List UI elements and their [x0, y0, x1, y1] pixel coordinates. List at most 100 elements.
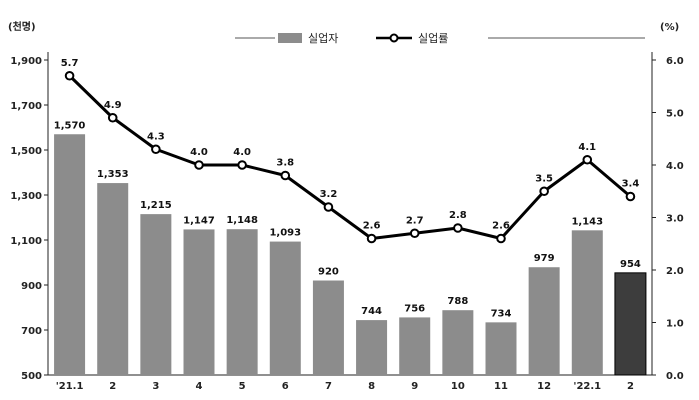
bar-value-label: 1,215 [140, 200, 172, 211]
rate-value-label: 2.6 [363, 221, 381, 232]
x-tick-label: 11 [494, 381, 508, 392]
rate-point [237, 160, 247, 170]
bar [399, 317, 431, 375]
right-tick-label: 0.0 [666, 371, 684, 382]
bar-value-label: 756 [404, 303, 425, 314]
right-tick-label: 5.0 [666, 109, 684, 120]
legend: 실업자 실업률 [235, 32, 645, 45]
x-tick-label: 2 [627, 381, 634, 392]
bar-value-labels: 1,570 1,353 1,215 1,147 1,148 1,093 920 744 756 7… [54, 120, 641, 319]
left-y-axis: 500 700 900 1,100 1,300 1,500 1,700 1,900 [10, 52, 49, 382]
rate-line [64, 70, 636, 244]
bar [140, 214, 172, 375]
rate-point [366, 233, 377, 244]
rate-value-label: 2.8 [449, 210, 467, 221]
bars [54, 134, 647, 376]
bar [528, 267, 560, 375]
left-tick-label: 700 [21, 326, 42, 337]
bar [183, 229, 215, 375]
x-tick-label: 3 [152, 381, 159, 392]
bar-value-label: 920 [318, 267, 339, 278]
rate-point [539, 186, 549, 197]
bar [269, 241, 301, 375]
rate-point [409, 228, 420, 239]
left-tick-label: 500 [21, 371, 42, 382]
bar [312, 280, 344, 375]
rate-point [625, 191, 636, 202]
legend-bar-swatch [278, 33, 302, 43]
rate-point [496, 233, 506, 244]
x-tick-label: '21.1 [56, 381, 84, 392]
rate-point [151, 144, 161, 155]
rate-value-label: 4.1 [578, 142, 596, 153]
x-tick-label: 10 [451, 381, 465, 392]
bar-value-label: 979 [534, 253, 555, 264]
x-axis: '21.1 2 3 4 5 6 7 8 9 10 11 12 '22.1 2 [48, 374, 652, 392]
x-tick-label: 2 [109, 381, 116, 392]
right-tick-label: 2.0 [666, 266, 684, 277]
left-tick-label: 1,100 [10, 236, 42, 247]
rate-point [323, 202, 334, 212]
bar [571, 230, 603, 375]
bar-value-label: 734 [491, 308, 512, 319]
rate-value-label: 3.4 [622, 179, 640, 190]
legend-line-label: 실업률 [418, 32, 448, 45]
legend-bar-label: 실업자 [308, 32, 338, 45]
rate-point [64, 70, 75, 81]
bar [54, 134, 86, 375]
right-tick-label: 4.0 [666, 161, 684, 172]
bar-value-label: 1,570 [54, 120, 86, 131]
rate-polyline [68, 74, 632, 240]
x-tick-label: 5 [239, 381, 246, 392]
rate-value-label: 4.0 [233, 147, 251, 158]
rate-value-label: 2.7 [406, 215, 424, 226]
right-y-axis: 0.0 1.0 2.0 3.0 4.0 5.0 6.0 [651, 52, 684, 382]
rate-point [107, 112, 118, 123]
x-tick-label: 7 [325, 381, 332, 392]
bar [485, 322, 517, 375]
left-tick-label: 1,500 [10, 146, 42, 157]
bar [97, 183, 129, 375]
left-tick-label: 1,300 [10, 191, 42, 202]
x-tick-label: 12 [537, 381, 551, 392]
rate-value-label: 4.9 [104, 100, 122, 111]
rate-value-label: 4.0 [190, 147, 208, 158]
bar [614, 272, 647, 376]
rate-point [194, 160, 204, 170]
rate-value-label: 3.2 [320, 189, 338, 200]
bar [356, 320, 388, 375]
left-axis-unit: (천명) [8, 20, 36, 33]
bar-value-label: 1,353 [97, 169, 129, 180]
left-tick-label: 1,700 [10, 101, 42, 112]
x-tick-label: 6 [282, 381, 289, 392]
rate-point [280, 170, 291, 181]
rate-value-label: 2.6 [492, 221, 510, 232]
bar-value-label: 1,143 [571, 216, 603, 227]
x-tick-label: 8 [368, 381, 375, 392]
right-tick-label: 1.0 [666, 319, 684, 330]
bar [226, 229, 258, 375]
bar [442, 310, 474, 375]
rate-point [453, 223, 463, 233]
left-tick-label: 900 [21, 281, 42, 292]
right-tick-label: 3.0 [666, 214, 684, 225]
right-tick-label: 6.0 [666, 56, 684, 67]
bar-value-label: 744 [361, 306, 382, 317]
bar-value-label: 1,148 [226, 215, 258, 226]
x-tick-label: 9 [411, 381, 418, 392]
rate-value-labels: 5.7 4.9 4.3 4.0 4.0 3.8 3.2 2.6 2.7 2.8 2.6 3.5 4.1 3… [61, 58, 640, 232]
rate-value-label: 5.7 [61, 58, 79, 69]
bar-value-label: 788 [447, 296, 468, 307]
x-tick-label: '22.1 [573, 381, 601, 392]
rate-point [582, 154, 593, 165]
legend-line-marker [389, 33, 399, 43]
x-tick-label: 4 [196, 381, 203, 392]
bar-value-label: 954 [620, 259, 641, 270]
rate-value-label: 3.8 [276, 158, 294, 169]
bar-value-label: 1,147 [183, 215, 215, 226]
left-tick-label: 1,900 [10, 56, 42, 67]
bar-value-label: 1,093 [269, 228, 301, 239]
rate-value-label: 3.5 [535, 173, 553, 184]
right-axis-unit: (%) [660, 22, 679, 33]
